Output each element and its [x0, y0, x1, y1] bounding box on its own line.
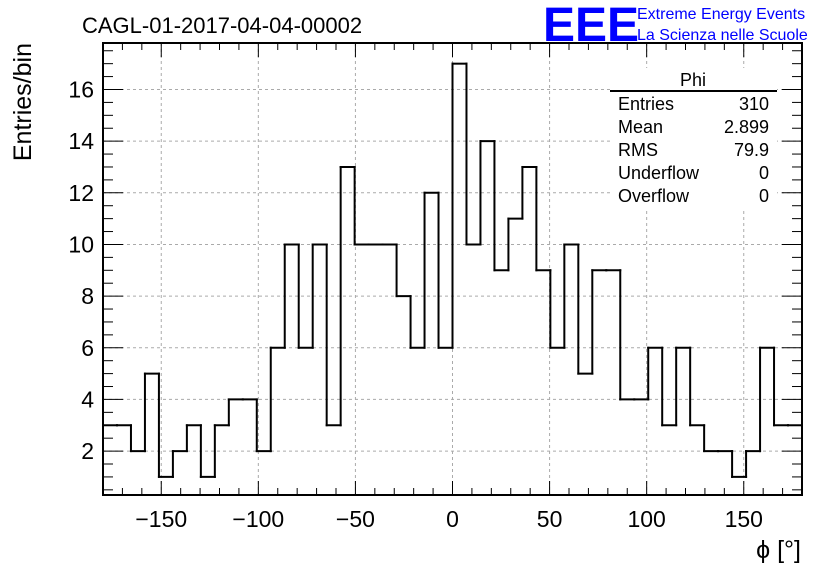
- x-tick-label: 50: [537, 506, 563, 532]
- y-tick-label: 14: [68, 128, 94, 154]
- stats-label-underflow: Underflow: [618, 163, 700, 183]
- stats-label-entries: Entries: [618, 94, 674, 114]
- x-tick-label: −150: [135, 506, 187, 532]
- x-axis-label: ϕ [°]: [756, 536, 801, 564]
- axis-ticks: [103, 43, 803, 495]
- logo-mark: EEE: [543, 0, 639, 52]
- y-tick-label: 12: [68, 180, 94, 206]
- logo-line-1: Extreme Energy Events: [637, 6, 805, 23]
- x-tick-label: 0: [446, 506, 459, 532]
- logo-line-2: La Scienza nelle Scuole: [637, 27, 808, 44]
- stats-box: Phi Entries 310 Mean 2.899 RMS 79.9 Unde…: [610, 68, 777, 208]
- y-tick-label: 8: [81, 283, 94, 309]
- x-tick-label: 100: [627, 506, 665, 532]
- stats-label-rms: RMS: [618, 140, 658, 160]
- y-tick-label: 10: [68, 231, 94, 257]
- x-tick-label: 150: [725, 506, 763, 532]
- stats-value-entries: 310: [739, 94, 769, 114]
- chart-title: CAGL-01-2017-04-04-00002: [82, 13, 362, 38]
- y-tick-label: 6: [81, 335, 94, 361]
- y-axis-label: Entries/bin: [9, 43, 37, 161]
- x-tick-label: −50: [336, 506, 375, 532]
- y-tick-label: 16: [68, 76, 94, 102]
- stats-value-rms: 79.9: [734, 140, 769, 160]
- eee-logo: EEE Extreme Energy Events La Scienza nel…: [543, 0, 808, 52]
- y-tick-labels: 2 4 6 8 10 12 14 16: [68, 76, 94, 464]
- stats-value-underflow: 0: [759, 163, 769, 183]
- histogram-bars: [102, 62, 803, 478]
- stats-label-overflow: Overflow: [618, 186, 690, 206]
- y-tick-label: 2: [81, 438, 94, 464]
- x-tick-label: −100: [232, 506, 284, 532]
- stats-box-title: Phi: [680, 70, 706, 90]
- stats-value-mean: 2.899: [724, 117, 769, 137]
- stats-value-overflow: 0: [759, 186, 769, 206]
- y-tick-label: 4: [81, 386, 94, 412]
- stats-label-mean: Mean: [618, 117, 663, 137]
- x-tick-labels: −150 −100 −50 0 50 100 150: [135, 506, 763, 532]
